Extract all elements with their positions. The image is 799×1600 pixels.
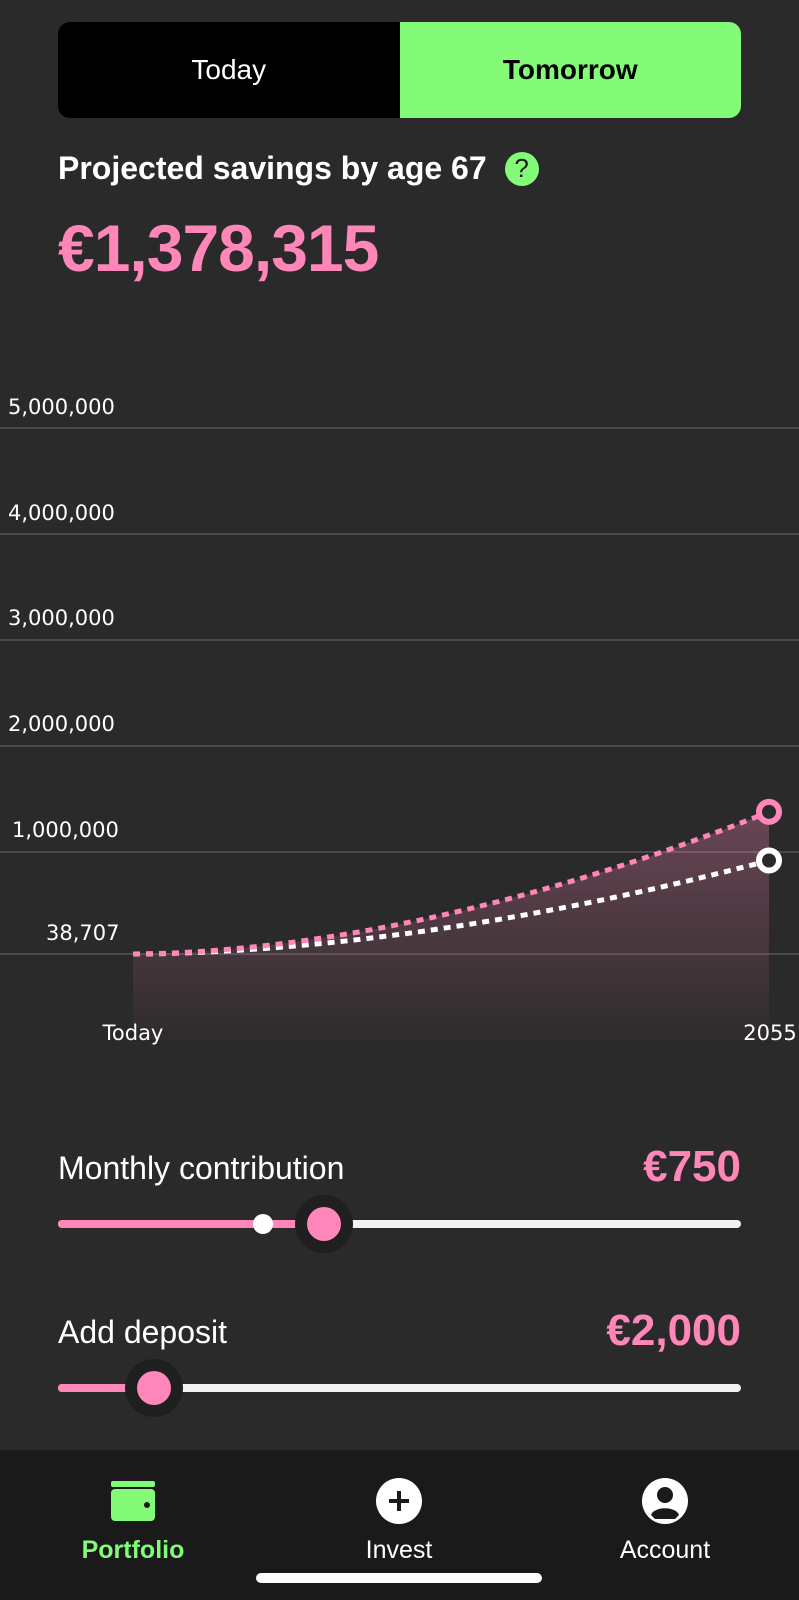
period-toggle: Today Tomorrow <box>58 22 741 118</box>
y-tick-label: 5,000,000 <box>8 395 115 419</box>
monthly-contribution-control: Monthly contribution €750 <box>58 1142 741 1253</box>
nav-account[interactable]: Account <box>565 1476 765 1565</box>
tab-tomorrow[interactable]: Tomorrow <box>399 22 741 118</box>
y-tick-label: 3,000,000 <box>8 606 115 630</box>
savings-chart: 5,000,000 4,000,000 3,000,000 2,000,000 1,00… <box>0 395 799 1045</box>
nav-invest[interactable]: Invest <box>299 1476 499 1565</box>
monthly-contribution-value: €750 <box>643 1142 741 1191</box>
tab-today[interactable]: Today <box>58 22 400 118</box>
deposit-value: €2,000 <box>606 1306 741 1355</box>
nav-account-label: Account <box>619 1536 711 1564</box>
help-icon[interactable]: ? <box>504 151 539 186</box>
endpoint-projection <box>756 798 782 825</box>
projection-area <box>133 811 769 1040</box>
x-label-2055: 2055 <box>743 1021 796 1045</box>
projection-heading: Projected savings by age 67 ? <box>58 150 539 187</box>
wallet-icon <box>33 1476 233 1526</box>
projection-label: Projected savings by age 67 <box>58 150 487 186</box>
projected-amount: €1,378,315 <box>58 211 379 285</box>
user-icon <box>565 1476 765 1526</box>
nav-portfolio[interactable]: Portfolio <box>33 1476 233 1565</box>
series-line-projection <box>132 809 770 957</box>
monthly-contribution-label: Monthly contribution <box>58 1150 345 1186</box>
y-tick-label: 4,000,000 <box>8 501 115 525</box>
deposit-control: Add deposit €2,000 <box>58 1306 741 1417</box>
monthly-contribution-thumb[interactable] <box>295 1195 354 1253</box>
nav-invest-label: Invest <box>365 1536 433 1564</box>
monthly-contribution-fill <box>58 1220 325 1228</box>
nav-portfolio-label: Portfolio <box>81 1536 185 1564</box>
x-label-today: Today <box>102 1021 164 1045</box>
home-indicator <box>256 1573 542 1583</box>
deposit-fill <box>58 1384 154 1392</box>
deposit-label: Add deposit <box>58 1314 228 1350</box>
deposit-thumb[interactable] <box>124 1359 183 1417</box>
plus-circle-icon <box>299 1476 499 1526</box>
monthly-contribution-slider[interactable] <box>58 1195 741 1253</box>
y-tick-label: 1,000,000 <box>12 818 119 842</box>
y-tick-label: 38,707 <box>46 921 119 945</box>
endpoint-baseline <box>756 847 782 874</box>
deposit-slider[interactable] <box>58 1359 741 1417</box>
previous-value-marker <box>252 1214 273 1234</box>
y-tick-label: 2,000,000 <box>8 712 115 736</box>
